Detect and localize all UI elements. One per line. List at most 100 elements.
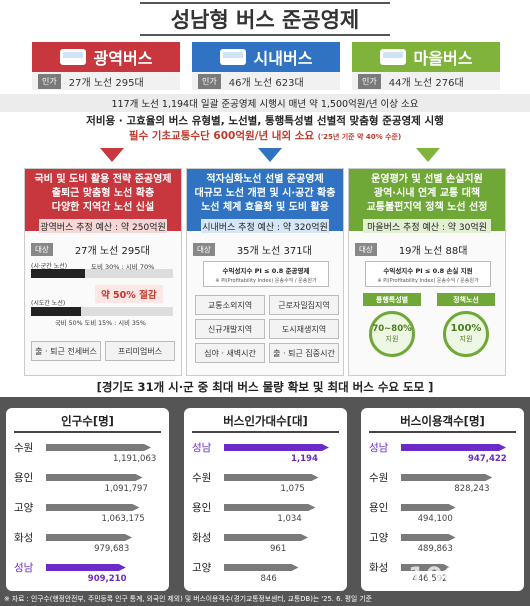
bus-type-name: 광역버스	[93, 49, 153, 68]
funding-bar-fill	[31, 307, 81, 316]
divider	[14, 431, 161, 433]
panel-budget: 시내버스 추정 예산 : 약 320억원	[201, 219, 329, 233]
target-value: 19개 노선 88대	[398, 245, 468, 257]
license-tag: 인가	[358, 73, 381, 89]
ranking-row: 화성 979,683	[6, 530, 169, 560]
ranking-row: 고양 489,863	[361, 530, 524, 560]
bar-label: (시·군간 노선)	[31, 263, 68, 270]
ranking-row: 고양 1,063,175	[6, 500, 169, 530]
bus-icon	[219, 49, 246, 65]
ranking-bar	[401, 564, 450, 571]
support-badge: 정책노선	[437, 293, 495, 306]
panel-head-line: 운영평가 및 선별 손실지원	[371, 174, 483, 185]
funding-bar	[31, 269, 173, 278]
route-type-chip: 출 · 퇴근 전세버스	[31, 341, 101, 361]
arrow-down-icon	[100, 148, 440, 162]
bus-type-header-maeul: 마을버스	[352, 42, 500, 72]
bus-type-info: 인가 44개 노선 276대	[352, 72, 500, 90]
bus-type-count: 46개 노선 623대	[228, 77, 304, 89]
target-tag: 대상	[355, 242, 377, 256]
ranking-bar	[46, 534, 132, 541]
bus-type-count: 27개 노선 295대	[68, 77, 144, 89]
policy-line: 저비용 · 고효율의 버스 유형별, 노선별, 통행특성별 선별적 맞춤형 준공…	[86, 115, 444, 127]
policy-budget: 필수 기초교통수단 600억원/년 내외 소요	[128, 130, 315, 142]
support-circle: 100% 지원	[443, 311, 489, 357]
city-name: 성남	[14, 562, 34, 574]
city-name: 용인	[369, 502, 389, 514]
support-label: 지원	[385, 335, 399, 343]
ranking-row: 화성 961	[184, 530, 347, 560]
license-tag: 인가	[38, 73, 61, 89]
ranking-title: 버스이용객수[명]	[400, 414, 485, 428]
city-name: 수원	[369, 472, 389, 484]
support-label: 지원	[459, 335, 473, 343]
panel-maeul: 운영평가 및 선별 손실지원 광역·시내 연계 교통 대책 교통불편지역 정책 …	[348, 168, 506, 376]
divider	[192, 431, 339, 433]
panel-budget: 광역버스 추정 예산 : 약 250억원	[39, 219, 167, 233]
city-name: 성남	[192, 442, 212, 454]
ranking-value: 979,683	[94, 544, 130, 554]
ranking-bar	[46, 504, 139, 511]
ranking-value: 446,592	[412, 574, 448, 584]
city-name: 고양	[192, 562, 212, 574]
ranking-bar	[224, 444, 329, 451]
ranking-row: 용인 494,100	[361, 500, 524, 530]
city-name: 성남	[369, 442, 389, 454]
city-name: 용인	[192, 502, 212, 514]
support-rate: 100%	[450, 323, 482, 334]
panel-head-line: 적자심화노선 선별 준공영제	[206, 174, 324, 185]
pi-note: ※ PI(Profitability Index) 운송수익 / 운송원가	[377, 278, 479, 284]
ranking-bus-licenses: 버스인가대수[대] 성남 1,194 수원 1,075 용인 1,034 화성 961 고양 84…	[184, 408, 347, 591]
pi-note: ※ PI(Profitability Index) 운송수익 / 운송원가	[215, 278, 317, 284]
bar-note: 국비 50% 도비 15% : 시비 35%	[55, 320, 146, 327]
ranking-row: 성남 909,210	[6, 560, 169, 590]
funding-bar	[31, 307, 173, 316]
ranking-bus-riders: 버스이용객수[명] 성남 947,422 수원 828,243 용인 494,100 고양 4…	[361, 408, 524, 591]
support-circle: 70~80% 지원	[369, 311, 415, 357]
ranking-value: 828,243	[454, 484, 490, 494]
support-badge: 통행특성별	[363, 293, 421, 306]
bus-type-header-gwangyeok: 광역버스	[32, 42, 180, 72]
route-type-chip: 프리미엄버스	[105, 341, 175, 361]
pi-title: 수익성지수 PI ≤ 0.8 준공영제	[222, 267, 310, 275]
ranking-row: 용인 1,034	[184, 500, 347, 530]
panel-budget: 마을버스 추정 예산 : 약 30억원	[363, 219, 491, 233]
watermark-logo: 뉴스100	[362, 562, 462, 590]
ranking-row: 성남 1,194	[184, 440, 347, 470]
target-tag: 대상	[31, 242, 53, 256]
ranking-value: 947,422	[468, 454, 507, 464]
policy-budget-line: 필수 기초교통수단 600억원/년 내외 소요 ('25년 기준 약 40% 수…	[0, 129, 530, 145]
ranking-bar	[224, 504, 315, 511]
bus-type-name: 시내버스	[253, 49, 313, 68]
ranking-value: 909,210	[87, 574, 127, 584]
source-footnote: ※ 자료 : 인구수(행정안전부, 주민등록 인구 통계, 외국인 제외) 및 …	[4, 595, 372, 603]
ranking-bar	[224, 564, 299, 571]
divider	[369, 431, 516, 433]
ranking-value: 1,194	[291, 454, 318, 464]
ranking-value: 1,034	[277, 514, 302, 524]
panel-head-line: 출퇴근 맞춤형 노선 확충	[51, 188, 155, 199]
target-value: 35개 노선 371대	[236, 245, 312, 257]
route-type-chip: 출 · 퇴근 집중시간	[269, 343, 339, 363]
pi-box: 수익성지수 PI ≤ 0.8 손실 지원 ※ PI(Profitability …	[365, 261, 491, 287]
ranking-value: 1,191,063	[113, 454, 157, 464]
ranking-bar	[46, 444, 151, 451]
city-name: 용인	[14, 472, 34, 484]
ranking-value: 1,091,797	[104, 484, 148, 494]
city-name: 수원	[14, 442, 34, 454]
ranking-row: 성남 947,422	[361, 440, 524, 470]
panel-head-line: 대규모 노선 개편 및 시·공간 확충	[194, 188, 336, 199]
panel-head-line: 광역·시내 연계 교통 대책	[373, 188, 481, 199]
bus-type-name: 마을버스	[413, 49, 473, 68]
city-name: 화성	[192, 532, 212, 544]
bar-label: (시도간 노선)	[31, 300, 66, 307]
ranking-bar	[46, 564, 126, 571]
ranking-row: 수원 828,243	[361, 470, 524, 500]
ranking-bar	[224, 534, 308, 541]
pi-title: 수익성지수 PI ≤ 0.8 손실 지원	[383, 267, 473, 275]
ranking-title: 인구수[명]	[61, 414, 114, 428]
ranking-value: 489,863	[417, 544, 453, 554]
license-tag: 인가	[198, 73, 221, 89]
city-name: 화성	[14, 532, 34, 544]
ranking-bar	[401, 474, 492, 481]
